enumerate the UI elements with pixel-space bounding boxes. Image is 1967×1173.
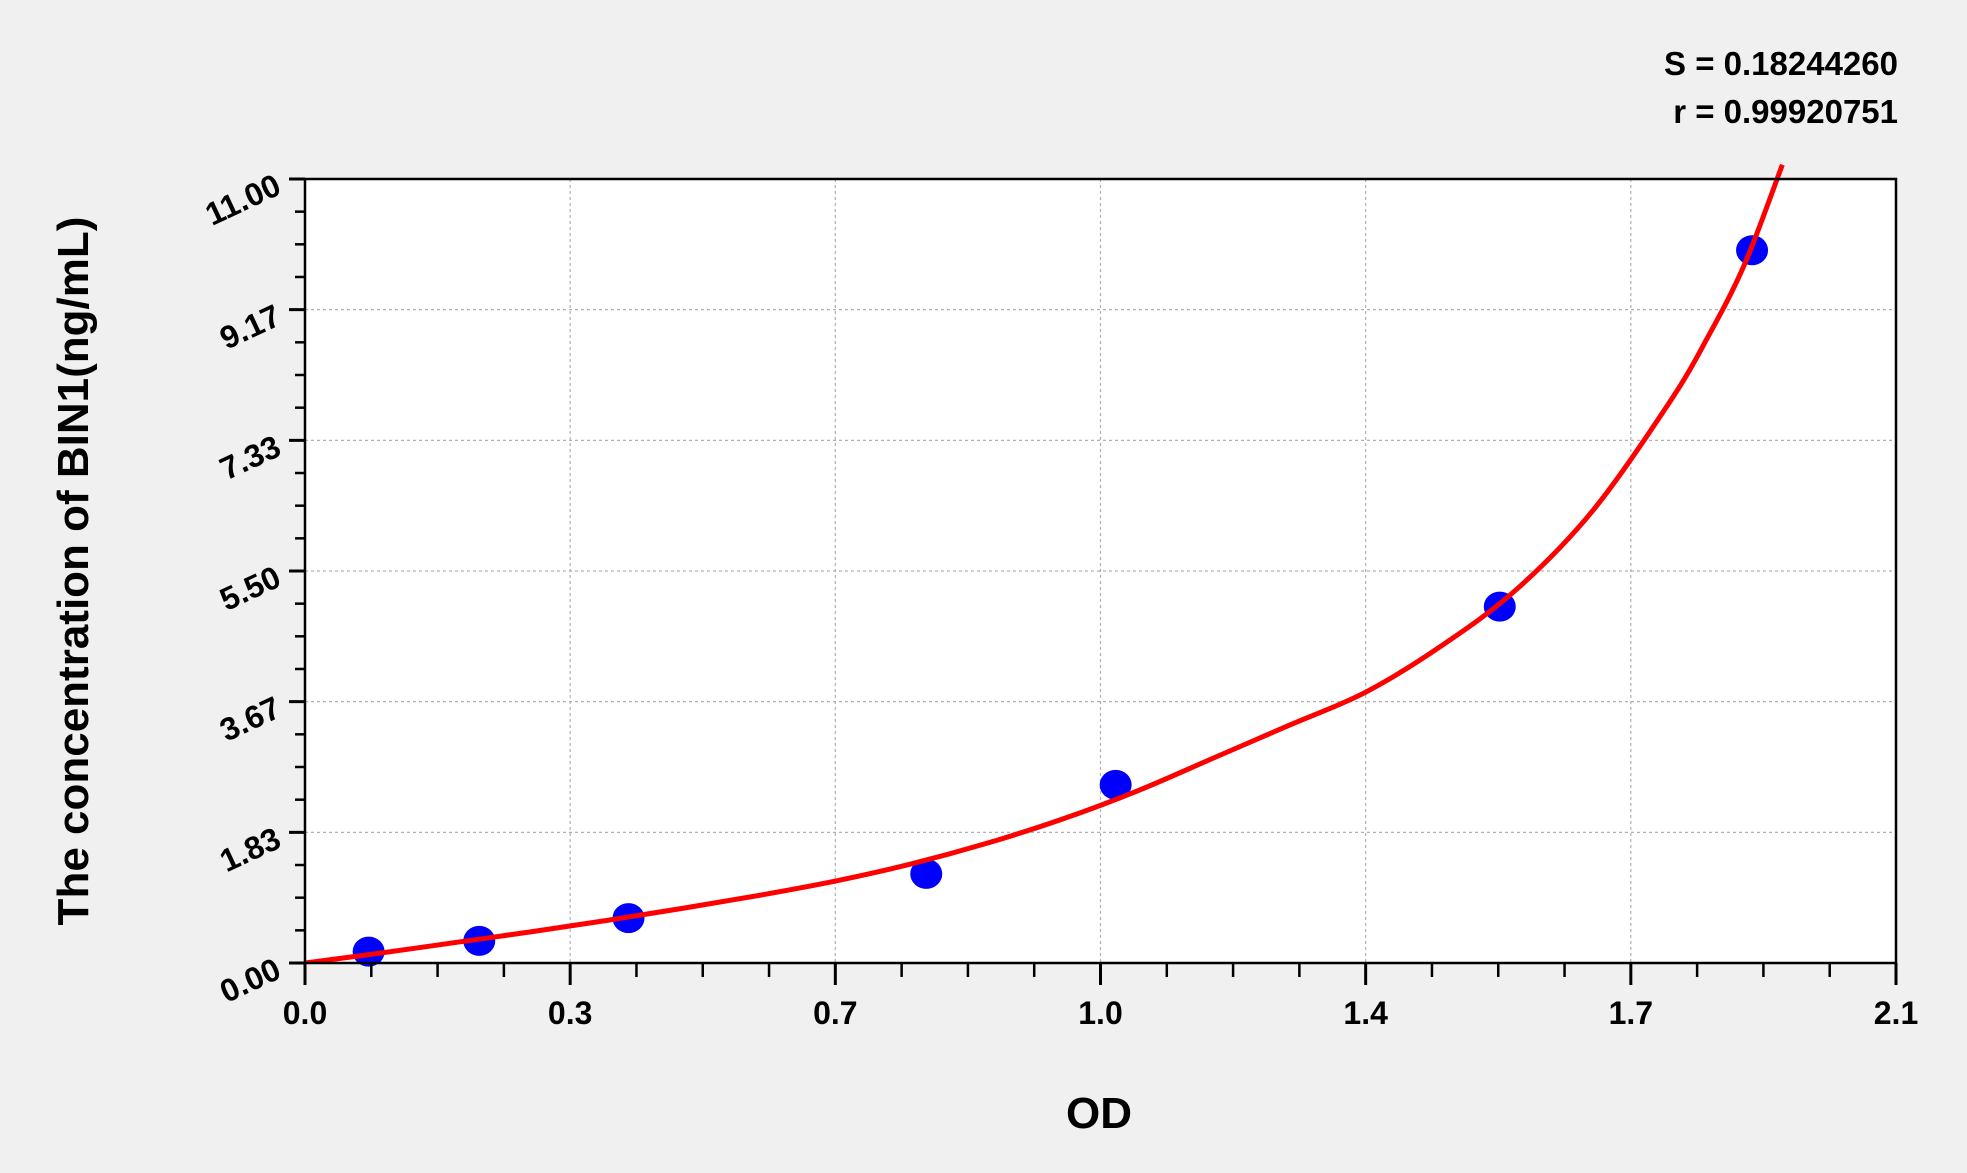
x-tick-label: 1.0: [1078, 995, 1122, 1031]
stat-r: r = 0.99920751: [1673, 93, 1898, 130]
y-tick-label: 7.33: [214, 428, 286, 487]
y-tick-label: 0.00: [214, 951, 286, 1010]
fit-curve: [305, 163, 1785, 963]
x-tick-label: 0.0: [283, 995, 327, 1031]
x-tick-label: 1.4: [1343, 995, 1388, 1031]
x-tick-label: 0.7: [813, 995, 857, 1031]
grid: [305, 179, 1896, 963]
y-tick-label: 3.67: [214, 689, 286, 748]
x-tick-label: 0.3: [548, 995, 592, 1031]
data-point: [352, 936, 385, 967]
y-tick-label: 9.17: [214, 297, 286, 356]
fit-curve-layer: [305, 163, 1785, 963]
y-tick-label: 5.50: [214, 559, 286, 618]
x-tick-label: 1.7: [1609, 995, 1653, 1031]
x-tick-label: 2.1: [1874, 995, 1918, 1031]
stat-s: S = 0.18244260: [1664, 45, 1898, 82]
x-axis-title: OD: [1066, 1089, 1132, 1138]
data-point: [1099, 769, 1132, 800]
data-point: [910, 858, 943, 889]
y-axis-title: The concentration of BIN1(ng/mL): [49, 217, 98, 926]
y-tick-label: 1.83: [214, 820, 286, 879]
y-tick-label: 11.00: [200, 167, 286, 233]
